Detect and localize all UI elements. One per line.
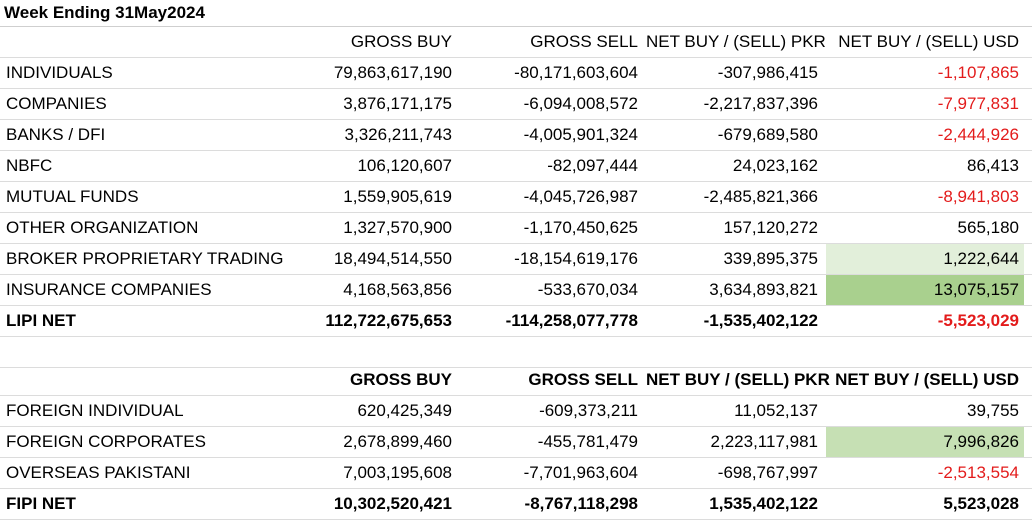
net-usd-value: 7,996,826 [826, 427, 1024, 457]
gross-buy-value: 2,678,899,460 [343, 432, 452, 451]
net-pkr-value: 24,023,162 [732, 156, 818, 175]
table-row: OTHER ORGANIZATION 1,327,570,900 -1,170,… [0, 213, 1032, 244]
table-row: FOREIGN INDIVIDUAL 620,425,349 -609,373,… [0, 396, 1032, 427]
net-pkr-value: -698,767,997 [717, 463, 818, 482]
net-pkr-value: -2,217,837,396 [703, 94, 818, 113]
gross-sell-value: -4,005,901,324 [523, 125, 638, 144]
category-label: NBFC [6, 156, 53, 175]
net-pkr-value: 157,120,272 [723, 218, 818, 237]
gross-sell-value: -609,373,211 [539, 401, 638, 420]
table-row: COMPANIES 3,876,171,175 -6,094,008,572 -… [0, 89, 1032, 120]
lipi-header-category [0, 27, 290, 57]
category-label: FOREIGN CORPORATES [6, 432, 206, 451]
lipi-header-gross-buy: GROSS BUY [350, 32, 452, 51]
gross-buy-value: 10,302,520,421 [333, 494, 452, 513]
fipi-total-row: FIPI NET 10,302,520,421 -8,767,118,298 1… [0, 489, 1032, 520]
net-usd-value: 5,523,028 [943, 494, 1019, 513]
net-usd-value: 565,180 [957, 218, 1019, 237]
lipi-header-net-pkr: NET BUY / (SELL) PKR [646, 32, 826, 51]
net-pkr-value: 2,223,117,981 [710, 432, 818, 451]
net-usd-value: -1,107,865 [937, 63, 1019, 82]
gross-buy-value: 7,003,195,608 [343, 463, 452, 482]
gross-sell-value: -80,171,603,604 [514, 63, 638, 82]
category-label: COMPANIES [6, 94, 107, 113]
gross-sell-value: -82,097,444 [547, 156, 638, 175]
table-row: MUTUAL FUNDS 1,559,905,619 -4,045,726,98… [0, 182, 1032, 213]
net-usd-value: -2,513,554 [937, 463, 1019, 482]
category-label: MUTUAL FUNDS [6, 187, 139, 206]
gross-buy-value: 3,876,171,175 [343, 94, 452, 113]
net-pkr-value: 3,634,893,821 [709, 280, 818, 299]
category-label: BROKER PROPRIETARY TRADING [6, 249, 284, 268]
category-label: LIPI NET [6, 311, 76, 330]
gross-buy-value: 4,168,563,856 [343, 280, 452, 299]
gross-buy-value: 112,722,675,653 [325, 311, 452, 330]
fipi-header-category [0, 365, 290, 395]
category-label: OVERSEAS PAKISTANI [6, 463, 191, 482]
category-label: INSURANCE COMPANIES [6, 280, 212, 299]
lipi-header-row: GROSS BUY GROSS SELL NET BUY / (SELL) PK… [0, 27, 1032, 58]
fipi-header-net-usd: NET BUY / (SELL) USD [835, 370, 1019, 389]
net-usd-value: -8,941,803 [937, 187, 1019, 206]
gross-sell-value: -7,701,963,604 [523, 463, 638, 482]
gross-buy-value: 1,327,570,900 [343, 218, 452, 237]
title-divider [0, 26, 1032, 27]
gross-sell-value: -8,767,118,298 [524, 494, 638, 513]
net-pkr-value: -2,485,821,366 [703, 187, 818, 206]
category-label: OTHER ORGANIZATION [6, 218, 199, 237]
net-usd-value: 13,075,157 [826, 275, 1024, 305]
table-row: INDIVIDUALS 79,863,617,190 -80,171,603,6… [0, 58, 1032, 89]
net-pkr-value: 11,052,137 [734, 401, 818, 420]
gross-buy-value: 3,326,211,743 [344, 125, 452, 144]
gross-sell-value: -6,094,008,572 [523, 94, 638, 113]
fipi-header-row: GROSS BUY GROSS SELL NET BUY / (SELL) PK… [0, 365, 1032, 396]
table-row: INSURANCE COMPANIES 4,168,563,856 -533,6… [0, 275, 1032, 306]
table-row: FOREIGN CORPORATES 2,678,899,460 -455,78… [0, 427, 1032, 458]
net-pkr-value: -1,535,402,122 [703, 311, 818, 330]
gross-buy-value: 1,559,905,619 [343, 187, 452, 206]
gross-buy-value: 106,120,607 [357, 156, 452, 175]
gross-buy-value: 18,494,514,550 [333, 249, 452, 268]
net-usd-value: -5,523,029 [937, 311, 1019, 330]
net-usd-value: -2,444,926 [937, 125, 1019, 144]
lipi-header-gross-sell: GROSS SELL [530, 32, 638, 51]
gross-sell-value: -1,170,450,625 [523, 218, 638, 237]
net-usd-value: -7,977,831 [937, 94, 1019, 113]
fipi-header-gross-buy: GROSS BUY [349, 370, 452, 389]
gross-sell-value: -533,670,034 [537, 280, 638, 299]
net-pkr-value: 1,535,402,122 [709, 494, 818, 513]
gross-sell-value: -18,154,619,176 [514, 249, 638, 268]
gross-sell-value: -455,781,479 [537, 432, 638, 451]
table-row: BANKS / DFI 3,326,211,743 -4,005,901,324… [0, 120, 1032, 151]
net-usd-value: 86,413 [967, 156, 1019, 175]
category-label: FOREIGN INDIVIDUAL [6, 401, 184, 420]
gross-sell-value: -114,258,077,778 [505, 311, 638, 330]
category-label: FIPI NET [6, 494, 76, 513]
net-usd-value: 1,222,644 [826, 244, 1024, 274]
net-pkr-value: 339,895,375 [723, 249, 818, 268]
table-row: NBFC 106,120,607 -82,097,444 24,023,162 … [0, 151, 1032, 182]
net-usd-value: 39,755 [967, 401, 1019, 420]
fipi-header-net-pkr: NET BUY / (SELL) PKR [646, 370, 830, 389]
fipi-header-gross-sell: GROSS SELL [528, 370, 638, 389]
gross-buy-value: 79,863,617,190 [333, 63, 452, 82]
category-label: INDIVIDUALS [6, 63, 113, 82]
gross-buy-value: 620,425,349 [357, 401, 452, 420]
spacer-row [0, 337, 1032, 368]
table-row: OVERSEAS PAKISTANI 7,003,195,608 -7,701,… [0, 458, 1032, 489]
gross-sell-value: -4,045,726,987 [523, 187, 638, 206]
table-row: BROKER PROPRIETARY TRADING 18,494,514,55… [0, 244, 1032, 275]
category-label: BANKS / DFI [6, 125, 106, 144]
lipi-header-net-usd: NET BUY / (SELL) USD [838, 32, 1019, 51]
sheet-title: Week Ending 31May2024 [4, 3, 205, 22]
net-pkr-value: -307,986,415 [717, 63, 818, 82]
net-pkr-value: -679,689,580 [717, 125, 818, 144]
lipi-total-row: LIPI NET 112,722,675,653 -114,258,077,77… [0, 306, 1032, 337]
